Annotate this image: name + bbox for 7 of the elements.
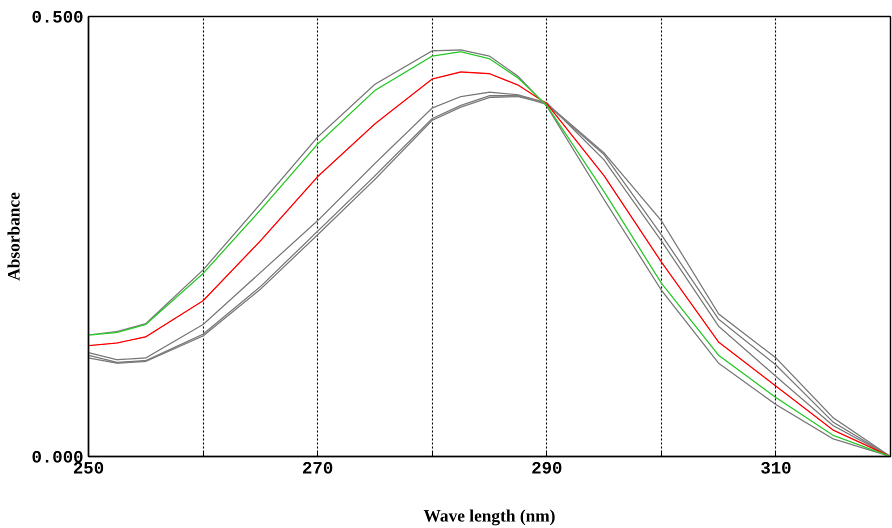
x-tick-label: 310 bbox=[760, 460, 792, 480]
x-tick-label: 270 bbox=[302, 460, 334, 480]
y-axis-title: Absorbance bbox=[4, 192, 24, 281]
x-axis-title: Wave length (nm) bbox=[424, 506, 556, 526]
x-tick-label: 290 bbox=[531, 460, 562, 480]
x-tick-label: 250 bbox=[72, 460, 104, 480]
y-tick-label: 0.500 bbox=[32, 10, 84, 28]
